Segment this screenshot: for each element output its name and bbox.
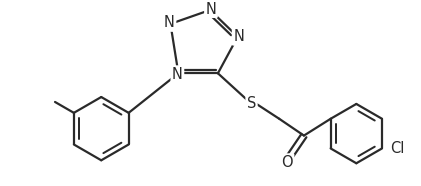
Text: O: O [281,155,293,170]
Text: S: S [247,97,256,111]
Text: N: N [164,15,175,30]
Text: Cl: Cl [390,141,404,156]
Text: N: N [233,29,244,44]
Text: N: N [172,67,183,82]
Text: N: N [205,1,216,17]
